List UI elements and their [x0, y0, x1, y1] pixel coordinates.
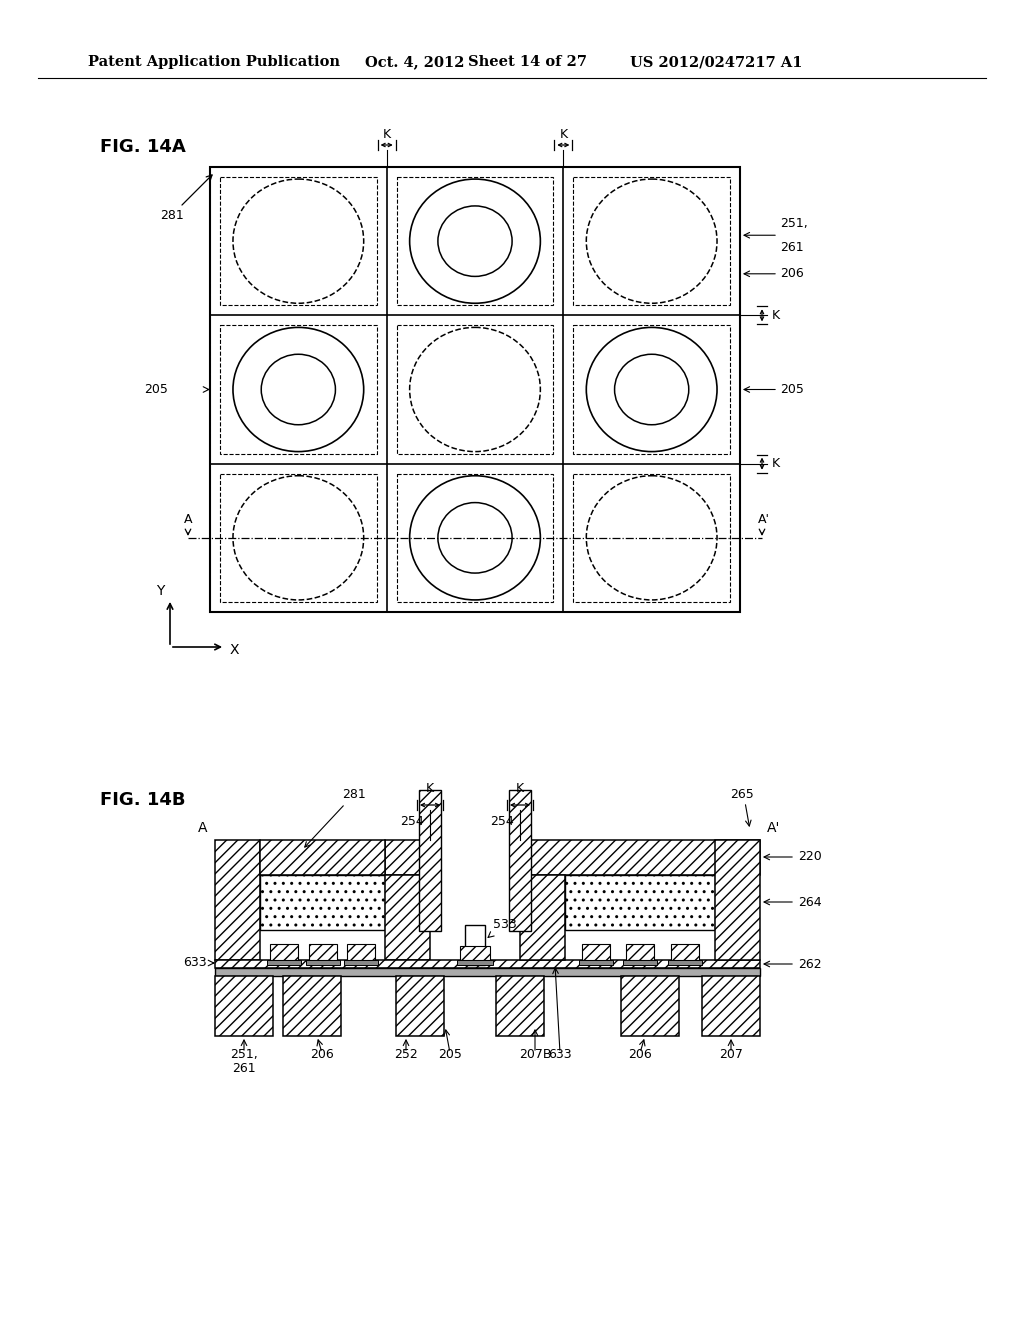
Bar	[215, 840, 260, 960]
Text: Sheet 14 of 27: Sheet 14 of 27	[468, 55, 587, 69]
Bar	[220, 474, 377, 602]
Bar	[344, 960, 378, 965]
Bar	[396, 325, 553, 454]
Bar	[385, 840, 430, 875]
Text: Oct. 4, 2012: Oct. 4, 2012	[365, 55, 465, 69]
Text: A': A'	[758, 513, 770, 525]
Bar	[520, 840, 760, 875]
Bar	[260, 840, 385, 875]
Bar	[565, 875, 715, 931]
Bar	[260, 875, 385, 931]
Text: 265: 265	[730, 788, 754, 801]
Text: 262: 262	[798, 957, 821, 970]
Text: Patent Application Publication: Patent Application Publication	[88, 55, 340, 69]
Text: US 2012/0247217 A1: US 2012/0247217 A1	[630, 55, 803, 69]
Bar	[215, 960, 760, 968]
Bar	[582, 944, 609, 960]
Bar	[215, 968, 760, 975]
Bar	[283, 975, 341, 1036]
Text: K: K	[383, 128, 391, 140]
Bar	[668, 960, 701, 965]
Text: FIG. 14A: FIG. 14A	[100, 139, 185, 156]
Bar	[457, 960, 493, 965]
Text: K: K	[516, 781, 524, 795]
Text: Y: Y	[156, 583, 164, 598]
Bar	[220, 325, 377, 454]
Text: 633: 633	[183, 957, 207, 969]
Text: 205: 205	[438, 1048, 462, 1061]
Bar	[385, 875, 430, 960]
Text: 254: 254	[490, 814, 514, 828]
Text: A: A	[183, 513, 193, 525]
Text: X: X	[230, 643, 240, 657]
Text: 264: 264	[798, 895, 821, 908]
Text: A: A	[199, 821, 208, 836]
Text: 207B: 207B	[519, 1048, 551, 1061]
Text: 207: 207	[719, 1048, 743, 1061]
Text: 633: 633	[548, 1048, 571, 1061]
Text: FIG. 14B: FIG. 14B	[100, 791, 185, 809]
Text: 261: 261	[232, 1063, 256, 1074]
Bar	[270, 944, 298, 960]
Text: K: K	[426, 781, 434, 795]
Bar	[308, 944, 337, 960]
Text: 281: 281	[305, 788, 366, 847]
Text: 206: 206	[628, 1048, 652, 1061]
Text: A': A'	[767, 821, 780, 836]
Bar	[419, 789, 441, 931]
Bar	[520, 875, 565, 960]
Text: K: K	[559, 128, 567, 140]
Bar	[347, 944, 375, 960]
Bar	[496, 975, 544, 1036]
Bar	[215, 975, 273, 1036]
Bar	[267, 960, 301, 965]
Text: 281: 281	[160, 209, 184, 222]
Bar	[465, 925, 485, 965]
Bar	[715, 840, 760, 960]
Text: 254: 254	[400, 814, 424, 828]
Bar	[702, 975, 760, 1036]
Text: 251,: 251,	[780, 216, 808, 230]
Text: 206: 206	[310, 1048, 334, 1061]
Text: 205: 205	[144, 383, 168, 396]
Bar	[623, 960, 657, 965]
Bar	[305, 960, 340, 965]
Bar	[671, 944, 698, 960]
Text: 206: 206	[780, 267, 804, 280]
Bar	[396, 474, 553, 602]
Text: 220: 220	[798, 850, 821, 863]
Bar	[573, 474, 730, 602]
Text: 261: 261	[780, 240, 804, 253]
Text: K: K	[772, 457, 780, 470]
Bar	[573, 325, 730, 454]
Bar	[220, 177, 377, 305]
Bar	[509, 789, 531, 931]
Text: 251,: 251,	[230, 1048, 258, 1061]
Text: 205: 205	[780, 383, 804, 396]
Bar	[573, 177, 730, 305]
Bar	[396, 177, 553, 305]
Text: 533: 533	[493, 919, 517, 932]
Bar	[460, 946, 490, 960]
Text: K: K	[772, 309, 780, 322]
Bar	[210, 168, 740, 612]
Text: 252: 252	[394, 1048, 418, 1061]
Bar	[579, 960, 612, 965]
Bar	[626, 944, 654, 960]
Bar	[396, 975, 444, 1036]
Bar	[621, 975, 679, 1036]
